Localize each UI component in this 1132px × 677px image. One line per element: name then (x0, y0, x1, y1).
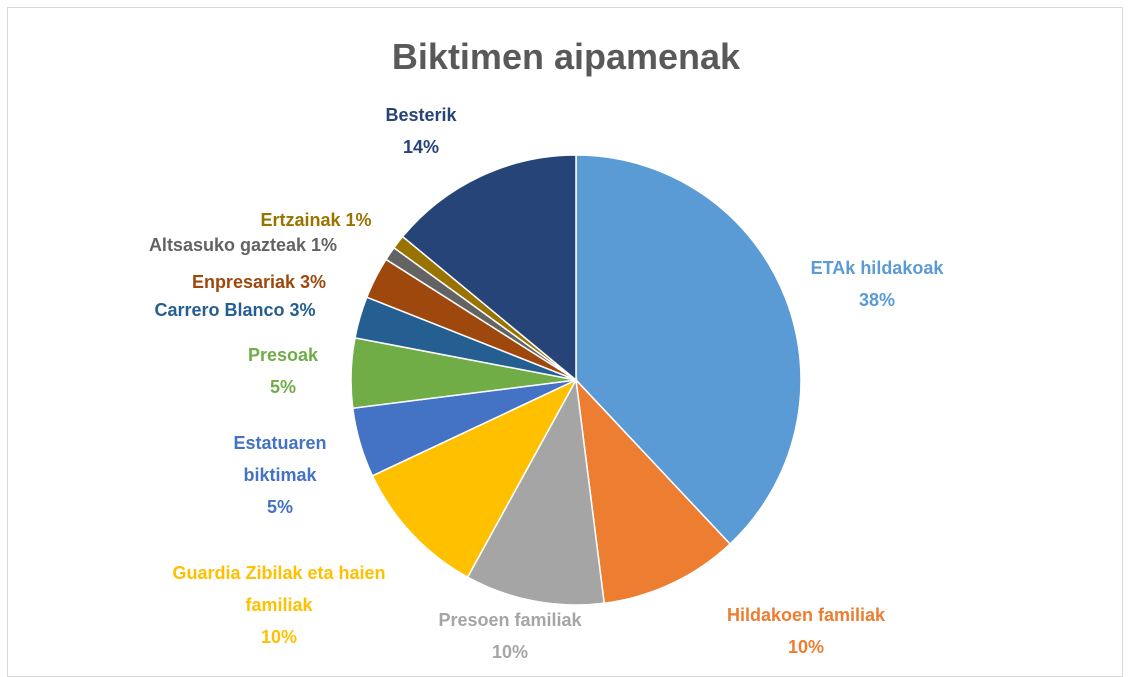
pie-slice (575, 154, 802, 546)
value-label: 10% (260, 627, 298, 647)
value-label: 5% (266, 497, 293, 517)
category-label: Estatuaren biktimak (233, 433, 327, 485)
category-label: Carrero Blanco (154, 300, 285, 320)
value-label: 1% (345, 210, 372, 230)
value-label: 3% (300, 272, 327, 292)
category-label: Guardia Zibilak eta haien familiak (172, 563, 386, 615)
category-label: Ertzainak (260, 210, 341, 230)
chart-title: Biktimen aipamenak (391, 36, 741, 77)
category-label: Enpresariak (191, 272, 295, 292)
value-label: 1% (311, 235, 338, 255)
category-label: ETAk hildakoak (810, 258, 944, 278)
pie-slice (371, 378, 578, 579)
category-label: Presoak (247, 345, 319, 365)
slice-label: Besterik 14% (361, 99, 481, 163)
category-label: Besterik (385, 105, 457, 125)
slice-label: Presoen familiak 10% (390, 604, 630, 668)
slice-label: Altsasuko gazteak 1% (103, 229, 383, 261)
slice-label: Carrero Blanco 3% (105, 294, 365, 326)
pie-slice (401, 154, 577, 382)
slice-label: Enpresariak 3% (129, 266, 389, 298)
value-label: 38% (858, 290, 896, 310)
slice-label: Hildakoen familiak 10% (676, 599, 936, 663)
category-label: Hildakoen familiak (726, 605, 886, 625)
value-label: 10% (787, 637, 825, 657)
pie-slice (466, 377, 606, 606)
value-label: 10% (491, 642, 529, 662)
slice-label: ETAk hildakoak 38% (777, 252, 977, 316)
category-label: Altsasuko gazteak (148, 235, 306, 255)
pie-slice (574, 377, 732, 605)
slice-label: Presoak 5% (223, 339, 343, 403)
value-label: 5% (269, 377, 296, 397)
value-label: 3% (289, 300, 316, 320)
slice-label: Ertzainak 1% (216, 204, 416, 236)
category-label: Presoen familiak (438, 610, 582, 630)
slice-label: Estatuaren biktimak 5% (215, 427, 345, 523)
value-label: 14% (402, 137, 440, 157)
slice-label: Guardia Zibilak eta haien familiak 10% (169, 557, 389, 653)
